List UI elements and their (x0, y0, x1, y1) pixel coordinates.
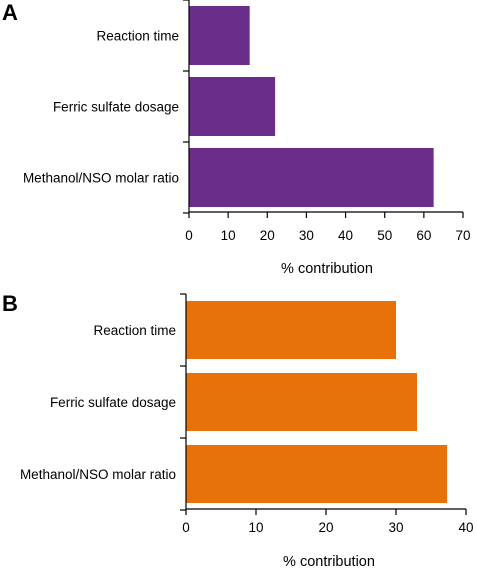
x-tick-label-a-5: 50 (377, 228, 392, 243)
panel-label-b: B (2, 291, 18, 316)
bars-b (186, 301, 448, 503)
category-label-b-1: Reaction time (93, 323, 176, 338)
x-tick-label-a-4: 40 (338, 228, 353, 243)
x-tick-label-b-0: 0 (182, 520, 190, 535)
bar-b-2 (186, 373, 417, 431)
x-axis-title-a: % contribution (281, 261, 373, 277)
x-tick-label-b-4: 40 (458, 520, 473, 535)
category-labels-b: Reaction time Ferric sulfate dosage Methan… (20, 323, 176, 482)
x-ticks-b: 0 10 20 30 40 (182, 509, 474, 535)
chart-panel-a: A Reaction time Ferric sulfate dosage Meth… (2, 0, 471, 277)
bar-a-2 (189, 77, 276, 136)
y-ticks-a (183, 0, 189, 214)
category-label-a-1: Reaction time (96, 29, 179, 44)
category-label-a-2: Ferric sulfate dosage (53, 100, 179, 115)
bar-a-1 (189, 6, 250, 65)
bar-b-1 (186, 301, 396, 359)
chart-panel-b: B Reaction time Ferric sulfate dosage Meth… (2, 291, 474, 570)
category-labels-a: Reaction time Ferric sulfate dosage Methan… (23, 29, 179, 186)
x-tick-label-a-0: 0 (185, 228, 193, 243)
x-tick-label-b-1: 10 (248, 520, 263, 535)
category-label-b-3: Methanol/NSO molar ratio (20, 467, 176, 482)
x-tick-label-b-2: 20 (318, 520, 333, 535)
x-tick-label-b-3: 30 (388, 520, 403, 535)
x-ticks-a: 0 10 20 30 40 50 60 70 (185, 212, 471, 243)
x-tick-label-a-6: 60 (416, 228, 431, 243)
x-tick-label-a-7: 70 (455, 228, 470, 243)
x-tick-label-a-2: 20 (260, 228, 275, 243)
bar-a-3 (189, 148, 434, 207)
panel-label-a: A (2, 0, 18, 25)
bars-a (189, 6, 434, 207)
x-tick-label-a-1: 10 (221, 228, 236, 243)
category-label-b-2: Ferric sulfate dosage (50, 395, 176, 410)
category-label-a-3: Methanol/NSO molar ratio (23, 171, 179, 186)
x-tick-label-a-3: 30 (299, 228, 314, 243)
bar-b-3 (186, 445, 448, 503)
y-ticks-b (180, 293, 186, 511)
x-axis-title-b: % contribution (283, 554, 375, 570)
